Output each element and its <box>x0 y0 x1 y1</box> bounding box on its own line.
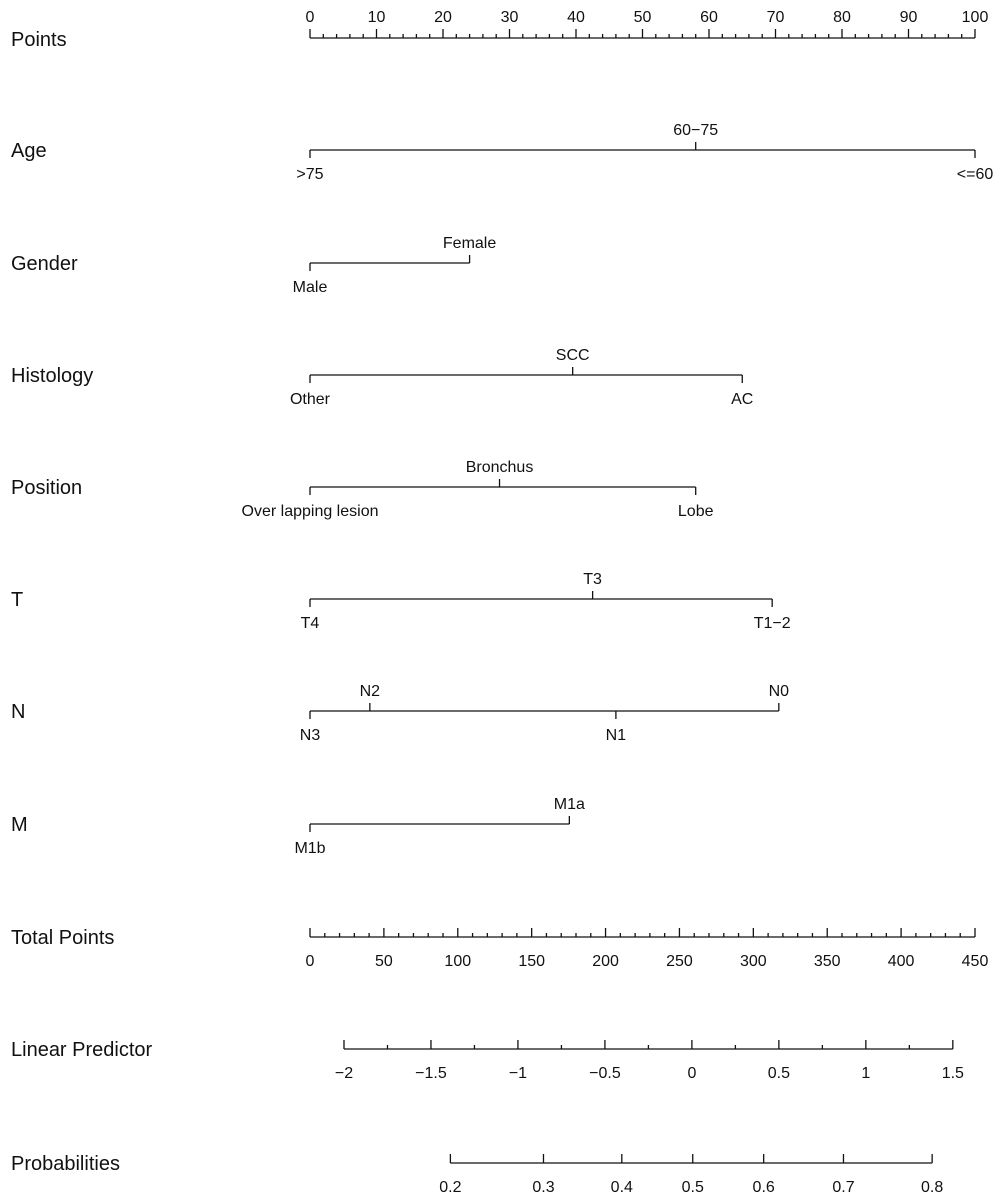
probabilities-tick-label: 0.7 <box>832 1179 854 1196</box>
t-level-label: T4 <box>301 615 320 632</box>
row-label-age: Age <box>11 140 47 162</box>
age-level-label: >75 <box>296 166 323 183</box>
age-level-label: 60−75 <box>673 122 718 139</box>
probabilities-tick-label: 0.8 <box>921 1179 943 1196</box>
row-label-position: Position <box>11 477 82 499</box>
points-tick-label: 100 <box>962 9 989 26</box>
probabilities-tick-label: 0.3 <box>532 1179 554 1196</box>
gender-level-label: Male <box>293 279 328 296</box>
histology-level-label: SCC <box>556 347 590 364</box>
points-tick-label: 60 <box>700 9 718 26</box>
total-points-tick-label: 250 <box>666 953 693 970</box>
position-level-label: Lobe <box>678 503 714 520</box>
total-points-tick-label: 450 <box>962 953 989 970</box>
linear-predictor-tick-label: −1.5 <box>415 1065 447 1082</box>
total-points-tick-label: 150 <box>518 953 545 970</box>
row-label-total-points: Total Points <box>11 927 114 949</box>
histology-level-label: Other <box>290 391 331 408</box>
total-points-tick-label: 50 <box>375 953 393 970</box>
age-level-label: <=60 <box>957 166 994 183</box>
row-label-gender: Gender <box>11 253 78 275</box>
points-tick-label: 0 <box>306 9 315 26</box>
linear-predictor-tick-label: 1.5 <box>942 1065 964 1082</box>
total-points-tick-label: 0 <box>306 953 315 970</box>
row-label-t: T <box>11 589 23 611</box>
position-level-label: Over lapping lesion <box>242 503 379 520</box>
linear-predictor-tick-label: −0.5 <box>589 1065 621 1082</box>
total-points-tick-label: 400 <box>888 953 915 970</box>
points-tick-label: 40 <box>567 9 585 26</box>
row-label-points: Points <box>11 29 67 51</box>
t-level-label: T3 <box>583 571 602 588</box>
n-level-label: N3 <box>300 727 321 744</box>
gender-level-label: Female <box>443 235 496 252</box>
probabilities-tick-label: 0.6 <box>753 1179 775 1196</box>
points-tick-label: 80 <box>833 9 851 26</box>
t-level-label: T1−2 <box>754 615 791 632</box>
linear-predictor-tick-label: −1 <box>509 1065 527 1082</box>
histology-level-label: AC <box>731 391 753 408</box>
linear-predictor-tick-label: 0.5 <box>768 1065 790 1082</box>
n-level-label: N2 <box>360 683 381 700</box>
points-tick-label: 90 <box>900 9 918 26</box>
m-level-label: M1b <box>294 840 325 857</box>
n-level-label: N1 <box>606 727 627 744</box>
row-label-m: M <box>11 814 28 836</box>
probabilities-tick-label: 0.4 <box>611 1179 633 1196</box>
row-label-n: N <box>11 701 25 723</box>
linear-predictor-tick-label: 1 <box>861 1065 870 1082</box>
points-tick-label: 30 <box>501 9 519 26</box>
linear-predictor-tick-label: 0 <box>687 1065 696 1082</box>
position-level-label: Bronchus <box>466 459 534 476</box>
m-level-label: M1a <box>554 796 585 813</box>
row-label-probabilities: Probabilities <box>11 1153 120 1175</box>
row-label-linear-predictor: Linear Predictor <box>11 1039 153 1061</box>
total-points-tick-label: 300 <box>740 953 767 970</box>
row-label-histology: Histology <box>11 365 93 387</box>
total-points-tick-label: 100 <box>444 953 471 970</box>
linear-predictor-tick-label: −2 <box>335 1065 353 1082</box>
total-points-tick-label: 200 <box>592 953 619 970</box>
n-level-label: N0 <box>769 683 790 700</box>
points-tick-label: 20 <box>434 9 452 26</box>
points-tick-label: 50 <box>634 9 652 26</box>
probabilities-tick-label: 0.5 <box>682 1179 704 1196</box>
points-tick-label: 10 <box>368 9 386 26</box>
points-tick-label: 70 <box>767 9 785 26</box>
probabilities-tick-label: 0.2 <box>439 1179 461 1196</box>
total-points-tick-label: 350 <box>814 953 841 970</box>
